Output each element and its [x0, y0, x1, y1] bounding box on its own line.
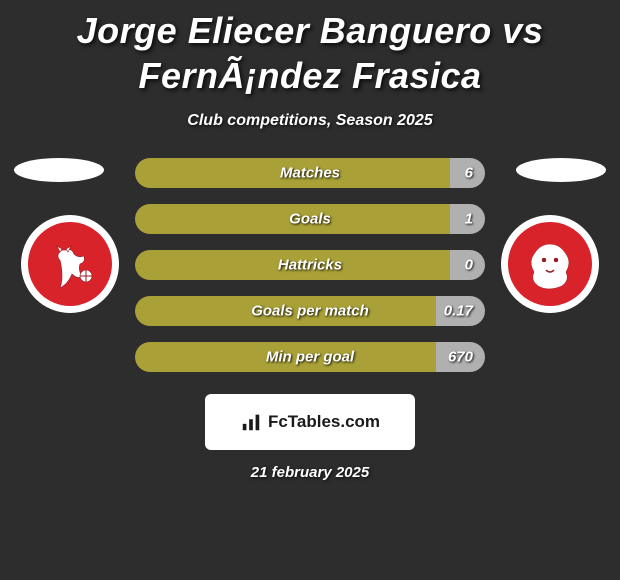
stat-bar-value-right: 0.17	[444, 303, 473, 320]
stat-bar-value-right: 1	[465, 211, 473, 228]
comparison-stage: AMERICA SANTA FE Mat	[0, 158, 620, 388]
page-title: Jorge Eliecer Banguero vs FernÃ¡ndez Fra…	[0, 0, 620, 98]
chart-icon	[240, 411, 262, 433]
badge-right-text: SANTA FE	[526, 228, 575, 239]
stat-bars: Matches6Goals1Hattricks0Goals per match0…	[135, 158, 485, 388]
player-right-badge: SANTA FE	[500, 214, 600, 314]
badge-left-text: AMERICA	[47, 228, 94, 239]
date-text: 21 february 2025	[0, 464, 620, 481]
stat-bar-value-right: 670	[448, 349, 473, 366]
stat-bar-label: Min per goal	[135, 349, 485, 366]
stat-bar: Goals1	[135, 204, 485, 234]
stat-bar-label: Matches	[135, 165, 485, 182]
stat-bar-label: Goals per match	[135, 303, 485, 320]
subtitle: Club competitions, Season 2025	[0, 112, 620, 130]
brand-text: FcTables.com	[268, 412, 380, 432]
stat-bar: Hattricks0	[135, 250, 485, 280]
stat-bar-value-right: 6	[465, 165, 473, 182]
player-left-badge: AMERICA	[20, 214, 120, 314]
player-right-pill	[516, 158, 606, 182]
stat-bar: Matches6	[135, 158, 485, 188]
stat-bar-label: Goals	[135, 211, 485, 228]
brand-box: FcTables.com	[205, 394, 415, 450]
stat-bar-value-right: 0	[465, 257, 473, 274]
stat-bar: Goals per match0.17	[135, 296, 485, 326]
stat-bar-label: Hattricks	[135, 257, 485, 274]
player-left-pill	[14, 158, 104, 182]
stat-bar: Min per goal670	[135, 342, 485, 372]
